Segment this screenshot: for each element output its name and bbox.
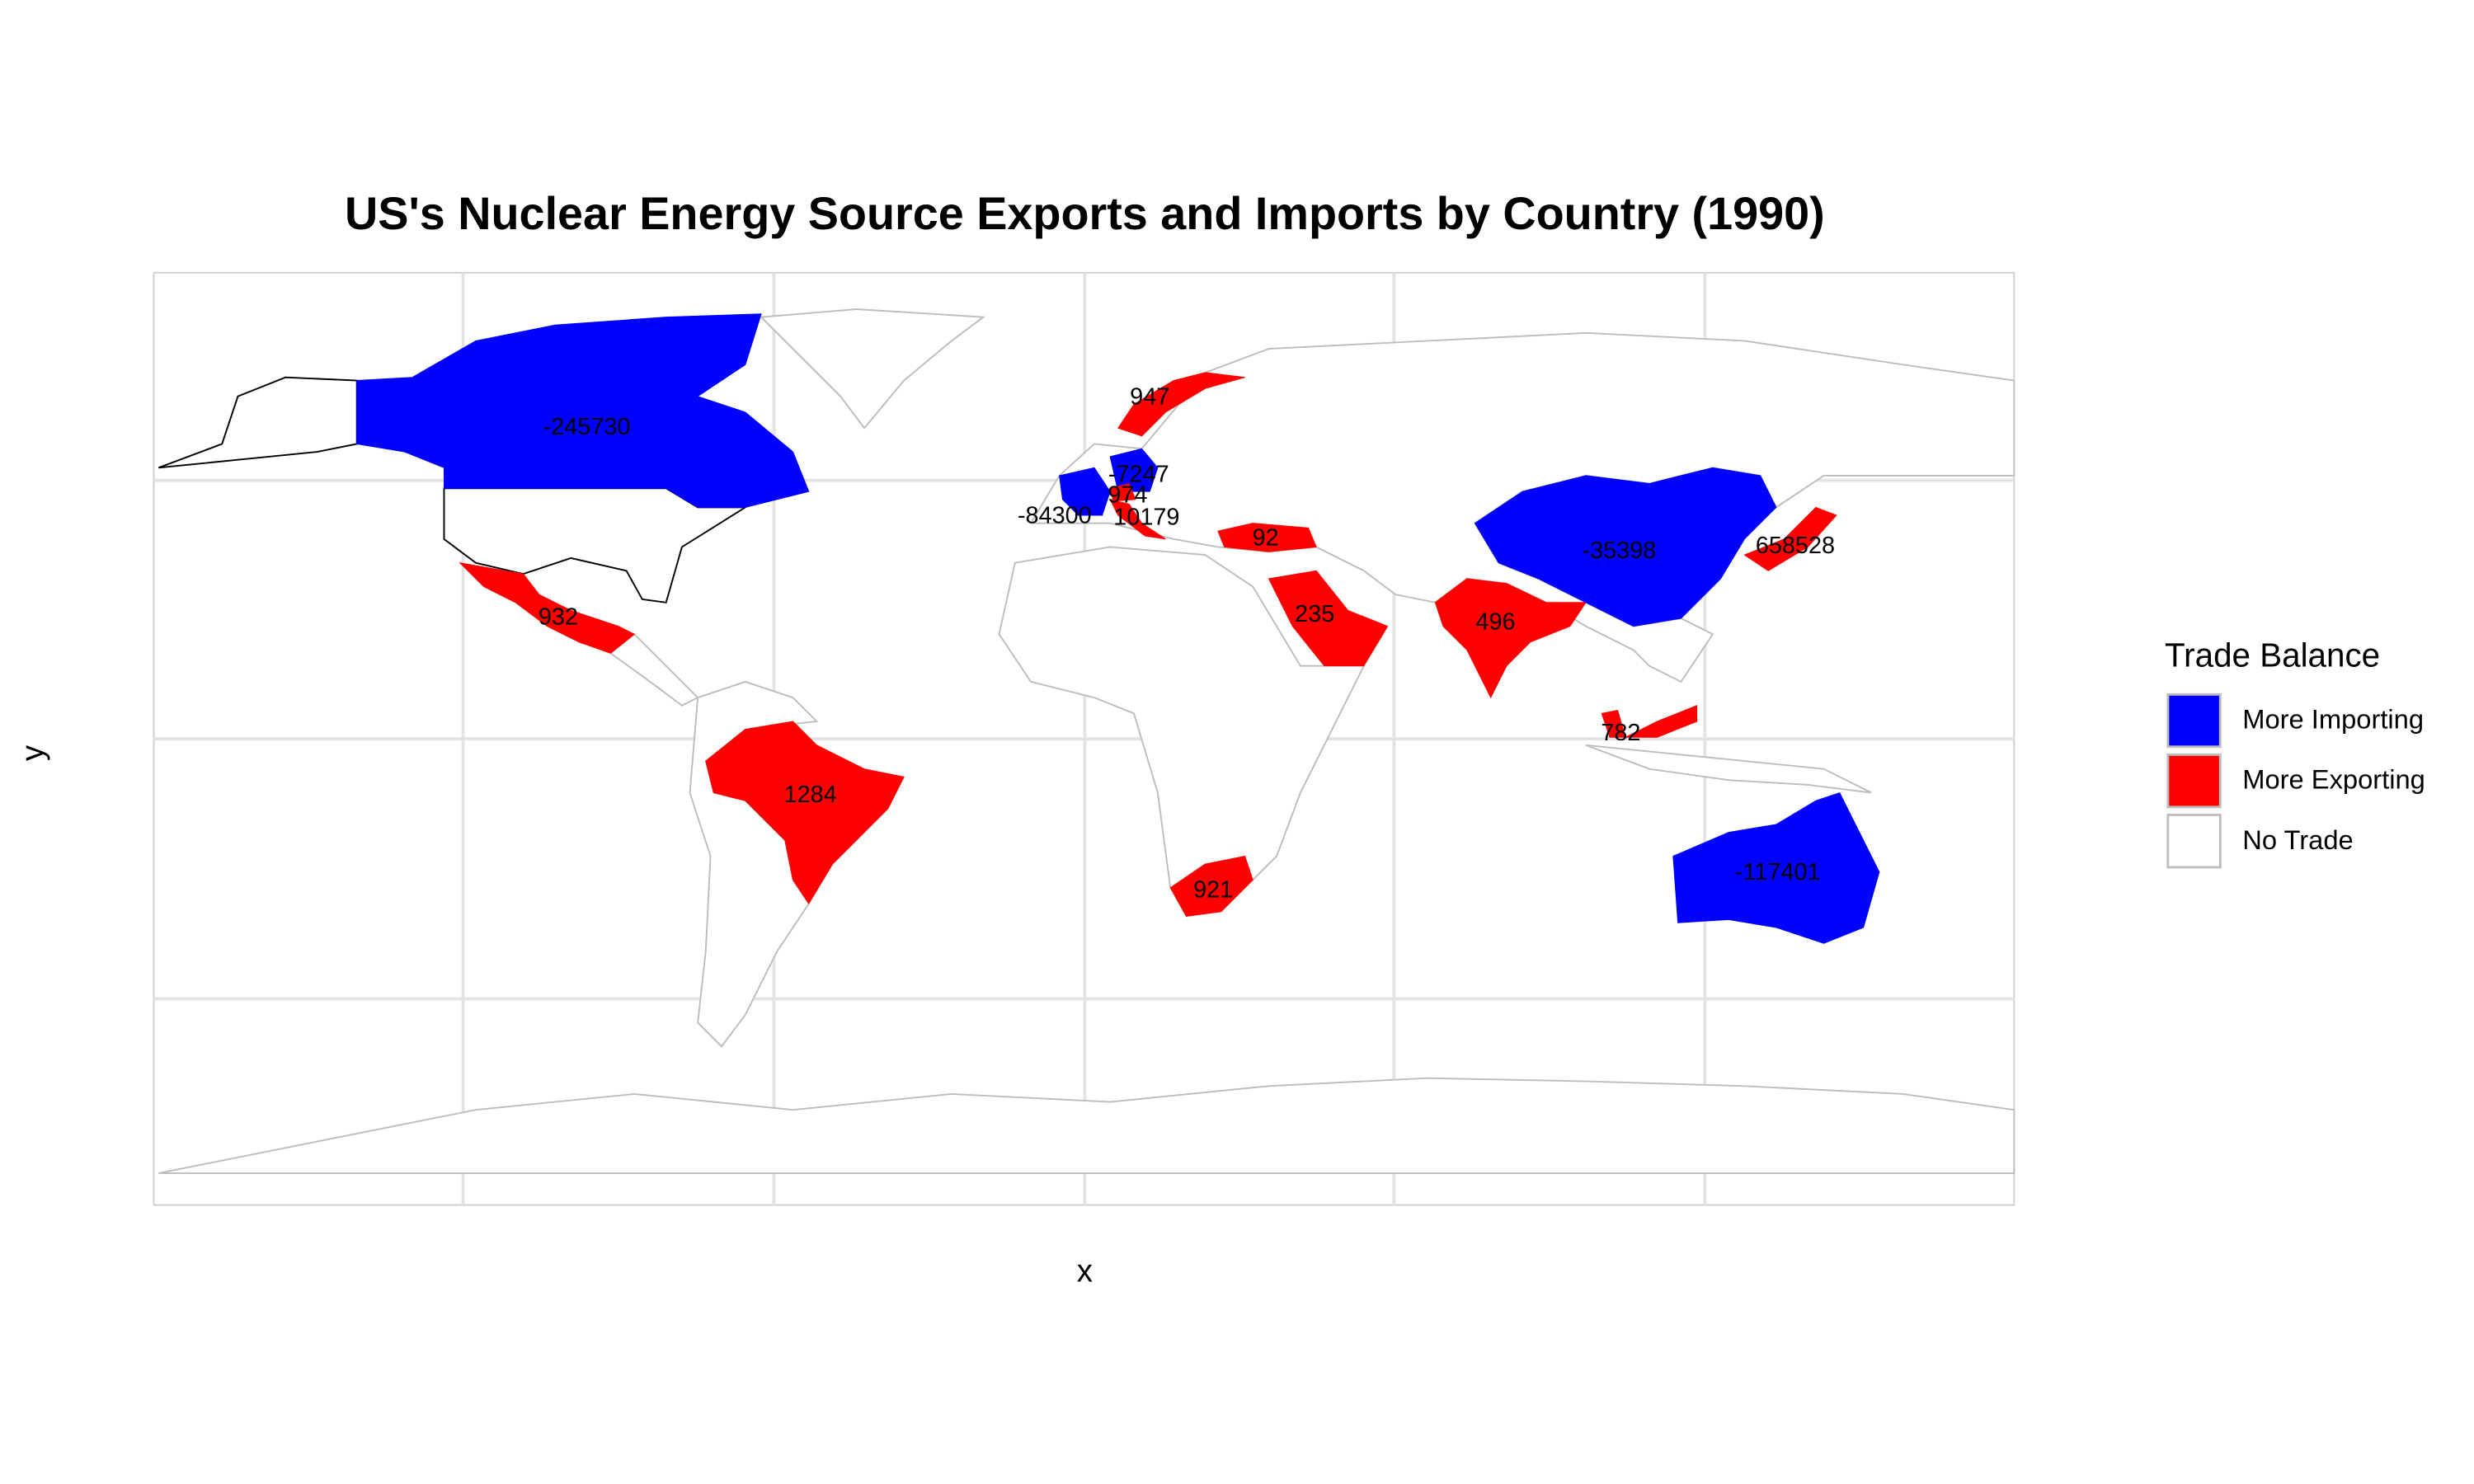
value-label: 10179	[1113, 504, 1179, 530]
country	[1117, 372, 1245, 437]
legend-swatch	[2166, 753, 2222, 809]
value-label: -35398	[1583, 538, 1657, 564]
value-label: 947	[1130, 383, 1169, 410]
value-labels: -245730 932 1284 921 235 496 -35398 658528 782 -1…	[539, 383, 1835, 903]
value-label: 92	[1253, 524, 1279, 551]
value-label: 974	[1108, 482, 1147, 509]
value-label: 658528	[1756, 533, 1835, 559]
legend: Trade Balance More Importing More Exporti…	[2165, 636, 2425, 869]
antarctica	[158, 1077, 2015, 1175]
country	[1169, 855, 1253, 918]
value-label: -117401	[1735, 859, 1821, 885]
country	[356, 313, 810, 508]
country	[459, 561, 636, 654]
value-label: 932	[539, 604, 578, 631]
value-label: 782	[1601, 720, 1640, 746]
country	[1474, 467, 1777, 627]
chart-title: US's Nuclear Energy Source Exports and I…	[345, 188, 1825, 239]
country	[1217, 523, 1317, 552]
country	[705, 721, 905, 905]
x-axis-label: x	[1077, 1253, 1093, 1289]
indonesia	[1585, 744, 1872, 794]
y-axis-label: y	[15, 744, 50, 761]
value-label: 1284	[784, 782, 837, 808]
country	[1268, 570, 1389, 667]
legend-label: More Exporting	[2242, 764, 2425, 795]
legend-swatch	[2166, 693, 2222, 749]
legend-label: No Trade	[2242, 824, 2353, 855]
country	[1109, 482, 1136, 502]
value-label: -84300	[1018, 503, 1092, 529]
africa	[998, 546, 1366, 890]
value-label: 235	[1295, 601, 1334, 627]
legend-label: More Importing	[2242, 704, 2424, 735]
value-label: 496	[1475, 608, 1515, 635]
value-label: -245730	[543, 414, 631, 440]
country	[1434, 578, 1587, 699]
country	[1109, 448, 1159, 492]
country	[1059, 467, 1111, 516]
value-label: 921	[1193, 876, 1233, 903]
landmasses	[158, 308, 2015, 1175]
country	[1672, 791, 1880, 944]
greenland	[759, 308, 985, 430]
legend-swatch	[2166, 814, 2222, 869]
country	[1743, 506, 1837, 571]
legend-title: Trade Balance	[2165, 636, 2380, 674]
country	[1109, 499, 1166, 540]
trade-regions	[356, 313, 1880, 944]
country	[1601, 705, 1698, 738]
value-label: -7247	[1108, 462, 1169, 488]
